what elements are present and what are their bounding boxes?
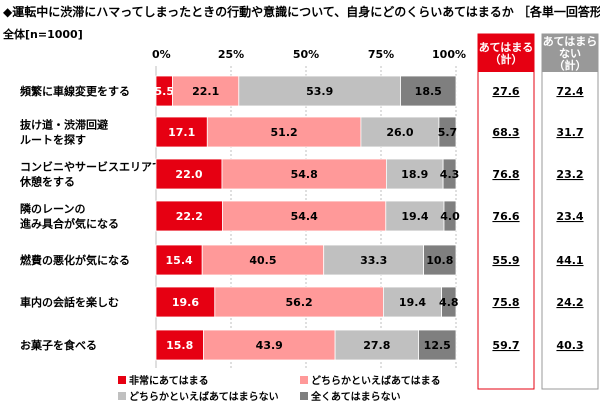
x-tick-label: 25% — [218, 48, 244, 61]
data-label: 12.5 — [424, 339, 451, 352]
summary-value: 59.7 — [492, 339, 519, 352]
x-tick-label: 100% — [432, 48, 466, 61]
bar-segment — [442, 158, 457, 190]
x-tick-label: 50% — [293, 48, 319, 61]
data-label: 10.8 — [426, 254, 453, 267]
data-label: 4.3 — [440, 168, 460, 181]
sample-size-label: 全体[n=1000] — [3, 28, 83, 41]
bar-segment — [155, 200, 223, 232]
legend-label: どちらかといえばあてはまる — [311, 374, 441, 387]
summary-value: 68.3 — [492, 126, 519, 139]
data-label: 22.2 — [176, 210, 203, 223]
summary-value: 72.4 — [556, 85, 583, 98]
data-label: 4.0 — [440, 210, 460, 223]
applies-total-header — [478, 34, 534, 72]
data-label: 54.8 — [291, 168, 318, 181]
category-label: 進み具合が気になる — [20, 217, 119, 231]
bar-segment — [155, 244, 203, 276]
category-label: コンビニやサービスエリアで — [20, 160, 163, 174]
data-label: 40.5 — [249, 254, 276, 267]
summary-value: 44.1 — [556, 254, 583, 267]
data-label: 26.0 — [386, 126, 413, 139]
category-label: ルートを探す — [20, 133, 86, 147]
bar-segment — [385, 158, 444, 190]
legend-label: どちらかといえばあてはまらない — [129, 390, 279, 403]
data-label: 27.8 — [363, 339, 390, 352]
legend-swatch — [300, 392, 308, 400]
category-label: 休憩をする — [19, 175, 75, 189]
bar-segment — [441, 286, 457, 318]
data-label: 19.4 — [401, 210, 428, 223]
data-label: 43.9 — [256, 339, 283, 352]
summary-value: 24.2 — [556, 296, 583, 309]
data-label: 5.7 — [438, 126, 458, 139]
summary-header-label: ない — [559, 47, 581, 60]
summary-value: 27.6 — [492, 85, 519, 98]
bar-segment — [155, 329, 204, 361]
category-label: 抜け道・渋滞回避 — [20, 118, 109, 132]
data-label: 53.9 — [306, 85, 333, 98]
bar-segment — [201, 244, 325, 276]
data-label: 22.0 — [175, 168, 202, 181]
summary-header-label: （計） — [490, 52, 523, 66]
summary-header-label: （計） — [554, 58, 587, 72]
summary-header-label: あてはまる — [479, 41, 534, 54]
data-label: 17.1 — [168, 126, 195, 139]
category-label: 頻繁に車線変更をする — [20, 84, 130, 98]
bar-segment — [438, 116, 457, 148]
x-tick-label: 0% — [152, 48, 171, 61]
summary-value: 31.7 — [556, 126, 583, 139]
bar-segment — [155, 116, 208, 148]
legend-swatch — [118, 392, 126, 400]
legend-label: 非常にあてはまる — [129, 374, 209, 387]
data-label: 51.2 — [271, 126, 298, 139]
category-label: お菓子を食べる — [20, 338, 97, 352]
summary-value: 23.4 — [556, 210, 583, 223]
data-label: 5.5 — [155, 85, 175, 98]
data-label: 19.6 — [172, 296, 199, 309]
legend-swatch — [300, 376, 308, 384]
bar-segment — [155, 286, 216, 318]
data-label: 15.8 — [166, 339, 193, 352]
bar-segment — [418, 329, 457, 361]
data-label: 54.4 — [291, 210, 318, 223]
data-label: 56.2 — [286, 296, 313, 309]
chart-title: ◆運転中に渋滞にハマってしまったときの行動や意識について、自身にどのくらいあては… — [3, 5, 600, 19]
category-label: 車内の会話を楽しむ — [20, 295, 119, 309]
bar-segment — [323, 244, 425, 276]
data-label: 19.4 — [399, 296, 426, 309]
summary-value: 76.8 — [492, 168, 519, 181]
data-label: 15.4 — [166, 254, 193, 267]
data-label: 18.9 — [401, 168, 428, 181]
data-label: 18.5 — [415, 85, 442, 98]
bar-segment — [423, 244, 457, 276]
category-label: 燃費の悪化が気になる — [19, 253, 130, 267]
bar-segment — [155, 158, 223, 190]
x-tick-label: 75% — [368, 48, 394, 61]
summary-value: 76.6 — [492, 210, 519, 223]
data-label: 33.3 — [360, 254, 387, 267]
data-label: 22.1 — [192, 85, 219, 98]
bar-segment — [400, 75, 457, 107]
data-label: 4.8 — [439, 296, 459, 309]
bar-segment — [443, 200, 457, 232]
bar-segment — [206, 116, 362, 148]
summary-header-label: あてはまら — [543, 35, 598, 48]
summary-value: 75.8 — [492, 296, 519, 309]
bar-segment — [382, 286, 442, 318]
summary-value: 23.2 — [556, 168, 583, 181]
bar-segment — [221, 158, 387, 190]
bar-segment — [385, 200, 445, 232]
bar-segment — [238, 75, 401, 107]
not-applies-total-header — [542, 34, 598, 72]
summary-value: 40.3 — [556, 339, 583, 352]
category-label: 隣のレーンの — [20, 202, 85, 216]
summary-value: 55.9 — [492, 254, 519, 267]
legend-label: 全くあてはまらない — [310, 390, 401, 403]
bar-segment — [172, 75, 240, 107]
legend-swatch — [118, 376, 126, 384]
bar-segment — [334, 329, 419, 361]
